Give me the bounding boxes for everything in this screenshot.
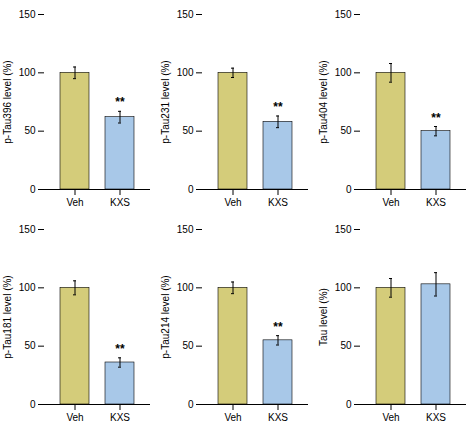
svg-text:Veh: Veh	[66, 197, 83, 208]
svg-text:150: 150	[177, 224, 194, 235]
svg-text:50: 50	[24, 340, 36, 351]
svg-text:Veh: Veh	[224, 412, 241, 423]
svg-text:150: 150	[19, 224, 36, 235]
svg-text:Veh: Veh	[382, 412, 399, 423]
svg-text:100: 100	[177, 67, 194, 78]
svg-text:KXS: KXS	[268, 197, 288, 208]
svg-text:0: 0	[30, 399, 36, 410]
svg-text:KXS: KXS	[110, 412, 130, 423]
svg-text:p-Tau214 level (%): p-Tau214 level (%)	[160, 275, 171, 358]
svg-text:KXS: KXS	[426, 197, 446, 208]
svg-text:**: **	[115, 95, 125, 109]
svg-text:0: 0	[188, 184, 194, 195]
svg-text:**: **	[431, 111, 441, 125]
svg-text:50: 50	[24, 125, 36, 136]
svg-text:50: 50	[182, 340, 194, 351]
svg-text:p-Tau396 level (%): p-Tau396 level (%)	[2, 60, 13, 143]
svg-text:KXS: KXS	[110, 197, 130, 208]
svg-text:50: 50	[340, 125, 352, 136]
svg-text:p-Tau404 level (%): p-Tau404 level (%)	[318, 60, 329, 143]
svg-text:100: 100	[19, 282, 36, 293]
svg-text:100: 100	[335, 67, 352, 78]
svg-text:0: 0	[188, 399, 194, 410]
svg-text:KXS: KXS	[426, 412, 446, 423]
svg-text:0: 0	[30, 184, 36, 195]
svg-text:**: **	[273, 100, 283, 114]
svg-text:KXS: KXS	[268, 412, 288, 423]
svg-text:100: 100	[335, 282, 352, 293]
svg-text:p-Tau181 level (%): p-Tau181 level (%)	[2, 275, 13, 358]
svg-text:150: 150	[19, 9, 36, 20]
svg-text:Veh: Veh	[66, 412, 83, 423]
svg-text:50: 50	[340, 340, 352, 351]
svg-text:Veh: Veh	[382, 197, 399, 208]
svg-text:150: 150	[177, 9, 194, 20]
svg-text:100: 100	[19, 67, 36, 78]
svg-text:0: 0	[346, 399, 352, 410]
svg-text:**: **	[273, 320, 283, 334]
svg-text:Tau level (%): Tau level (%)	[318, 288, 329, 346]
svg-text:150: 150	[335, 9, 352, 20]
svg-text:100: 100	[177, 282, 194, 293]
svg-text:50: 50	[182, 125, 194, 136]
svg-text:0: 0	[346, 184, 352, 195]
svg-text:Veh: Veh	[224, 197, 241, 208]
svg-text:150: 150	[335, 224, 352, 235]
svg-text:p-Tau231 level (%): p-Tau231 level (%)	[160, 60, 171, 143]
svg-text:**: **	[115, 342, 125, 356]
